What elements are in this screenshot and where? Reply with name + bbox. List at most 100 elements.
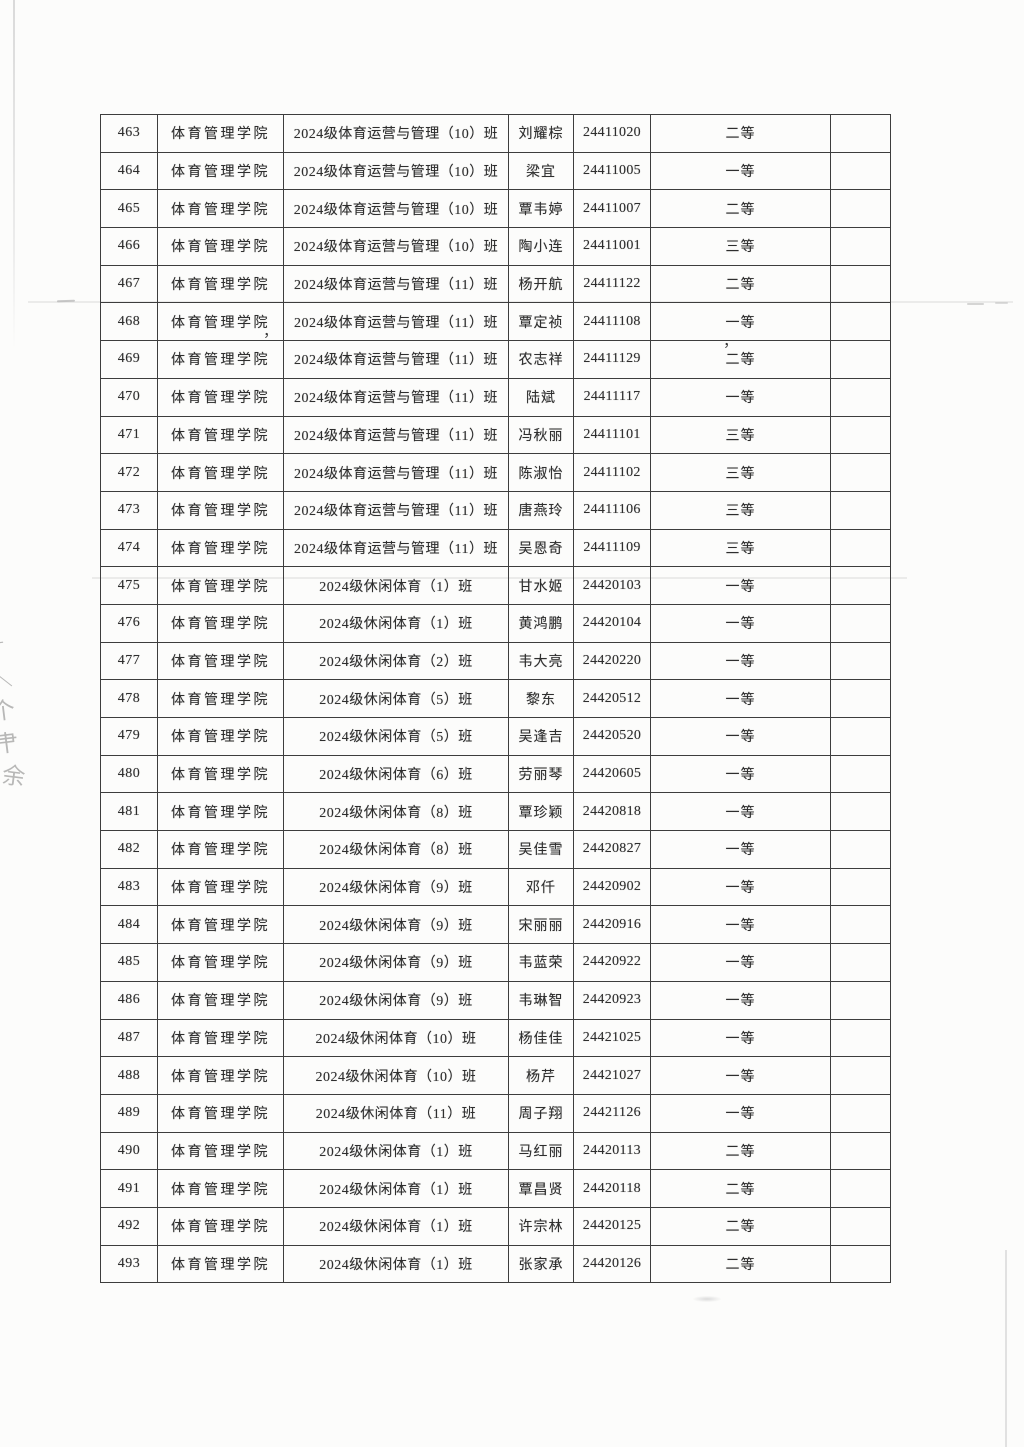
- blank-cell: [830, 302, 891, 342]
- college-cell: 体育管理学院: [157, 566, 284, 605]
- college-cell: 体育管理学院: [157, 1093, 284, 1133]
- table-row: 469 体育管理学院 2024级体育运营与管理（11）班 农志祥 24411129 二等: [100, 340, 891, 379]
- award-cell: 三等: [650, 415, 831, 455]
- name-cell: 甘水姬: [508, 566, 574, 605]
- class-cell: 2024级休闲体育（1）班: [283, 1244, 509, 1284]
- award-cell: 一等: [650, 151, 831, 191]
- award-table: 463 体育管理学院 2024级体育运营与管理（10）班 刘耀棕 24411020 二等 4…: [100, 114, 891, 1284]
- blank-cell: [830, 1131, 891, 1171]
- row-number-cell: 488: [100, 1056, 158, 1095]
- row-number-cell: 485: [100, 943, 158, 982]
- row-number-cell: 492: [100, 1206, 158, 1246]
- table-row: 477 体育管理学院 2024级休闲体育（2）班 韦大亮 24420220 一等: [100, 641, 891, 681]
- college-cell: 体育管理学院: [157, 1056, 284, 1095]
- name-cell: 覃定祯: [508, 302, 574, 342]
- table-row: 475 体育管理学院 2024级休闲体育（1）班 甘水姬 24420103 一等: [100, 566, 891, 605]
- award-cell: 二等: [650, 114, 831, 153]
- college-cell: 体育管理学院: [157, 340, 284, 379]
- name-cell: 劳丽琴: [508, 754, 574, 794]
- table-row: 471 体育管理学院 2024级体育运营与管理（11）班 冯秋丽 24411101 三等: [100, 415, 891, 455]
- class-cell: 2024级体育运营与管理（11）班: [283, 528, 509, 568]
- student-id-cell: 24421027: [573, 1056, 651, 1095]
- student-id-cell: 24420923: [573, 980, 651, 1020]
- award-cell: 一等: [650, 641, 831, 681]
- row-number-cell: 478: [100, 679, 158, 718]
- handwriting-fragment: 肀: [0, 730, 20, 758]
- row-number-cell: 465: [100, 189, 158, 229]
- name-cell: 韦琳智: [508, 980, 574, 1020]
- name-cell: 张家承: [508, 1244, 574, 1284]
- student-id-cell: 24421126: [573, 1093, 651, 1133]
- row-number-cell: 468: [100, 302, 158, 342]
- college-cell: 体育管理学院: [157, 490, 284, 530]
- blank-cell: [830, 415, 891, 455]
- blank-cell: [830, 151, 891, 191]
- college-cell: 体育管理学院: [157, 1206, 284, 1246]
- pen-mark: [967, 303, 984, 305]
- table-row: 480 体育管理学院 2024级休闲体育（6）班 劳丽琴 24420605 一等: [100, 754, 891, 794]
- margin-handwriting-marks: 一 ＼ 个 肀 余: [0, 627, 35, 795]
- award-cell: 二等: [650, 340, 831, 379]
- name-cell: 覃昌贤: [508, 1169, 574, 1208]
- name-cell: 杨开航: [508, 264, 574, 304]
- college-cell: 体育管理学院: [157, 830, 284, 869]
- name-cell: 宋丽丽: [508, 905, 574, 945]
- award-cell: 一等: [650, 566, 831, 605]
- college-cell: 体育管理学院: [157, 453, 284, 492]
- award-cell: 一等: [650, 377, 831, 417]
- blank-cell: [830, 1056, 891, 1095]
- name-cell: 马红丽: [508, 1131, 574, 1171]
- student-id-cell: 24420902: [573, 867, 651, 907]
- name-cell: 农志祥: [508, 340, 574, 379]
- row-number-cell: 481: [100, 792, 158, 832]
- handwriting-fragment: 余: [0, 762, 27, 791]
- blank-cell: [830, 114, 891, 153]
- award-cell: 三等: [650, 227, 831, 266]
- table-row: 470 体育管理学院 2024级体育运营与管理（11）班 陆斌 24411117 一等: [100, 377, 891, 417]
- blank-cell: [830, 717, 891, 756]
- name-cell: 刘耀棕: [508, 114, 574, 153]
- handwriting-fragment: 个: [0, 697, 17, 725]
- row-number-cell: 493: [100, 1244, 158, 1284]
- class-cell: 2024级休闲体育（9）班: [283, 905, 509, 945]
- student-id-cell: 24420125: [573, 1206, 651, 1246]
- blank-cell: [830, 453, 891, 492]
- class-cell: 2024级体育运营与管理（11）班: [283, 302, 509, 342]
- award-cell: 一等: [650, 980, 831, 1020]
- student-id-cell: 24411007: [573, 189, 651, 229]
- student-id-cell: 24411109: [573, 528, 651, 568]
- class-cell: 2024级体育运营与管理（10）班: [283, 227, 509, 266]
- class-cell: 2024级休闲体育（1）班: [283, 603, 509, 643]
- award-cell: 二等: [650, 264, 831, 304]
- row-number-cell: 491: [100, 1169, 158, 1208]
- table-row: 483 体育管理学院 2024级休闲体育（9）班 邓仟 24420902 一等: [100, 867, 891, 907]
- name-cell: 杨佳佳: [508, 1018, 574, 1058]
- award-cell: 二等: [650, 1244, 831, 1284]
- college-cell: 体育管理学院: [157, 905, 284, 945]
- handwriting-fragment: ＼: [0, 664, 14, 692]
- scan-smudge: [693, 1296, 721, 1302]
- award-cell: 三等: [650, 453, 831, 492]
- award-cell: 一等: [650, 717, 831, 756]
- name-cell: 韦蓝荣: [508, 943, 574, 982]
- name-cell: 杨芹: [508, 1056, 574, 1095]
- college-cell: 体育管理学院: [157, 415, 284, 455]
- blank-cell: [830, 340, 891, 379]
- blank-cell: [830, 867, 891, 907]
- student-id-cell: 24420520: [573, 717, 651, 756]
- class-cell: 2024级体育运营与管理（11）班: [283, 490, 509, 530]
- blank-cell: [830, 603, 891, 643]
- row-number-cell: 484: [100, 905, 158, 945]
- award-cell: 一等: [650, 754, 831, 794]
- student-id-cell: 24420512: [573, 679, 651, 718]
- student-id-cell: 24411106: [573, 490, 651, 530]
- scan-edge-line-left: [13, 0, 15, 350]
- class-cell: 2024级体育运营与管理（11）班: [283, 453, 509, 492]
- award-cell: 一等: [650, 830, 831, 869]
- award-cell: 一等: [650, 302, 831, 342]
- college-cell: 体育管理学院: [157, 867, 284, 907]
- row-number-cell: 480: [100, 754, 158, 794]
- pen-mark: [995, 302, 1008, 304]
- student-id-cell: 24411108: [573, 302, 651, 342]
- name-cell: 吴逢吉: [508, 717, 574, 756]
